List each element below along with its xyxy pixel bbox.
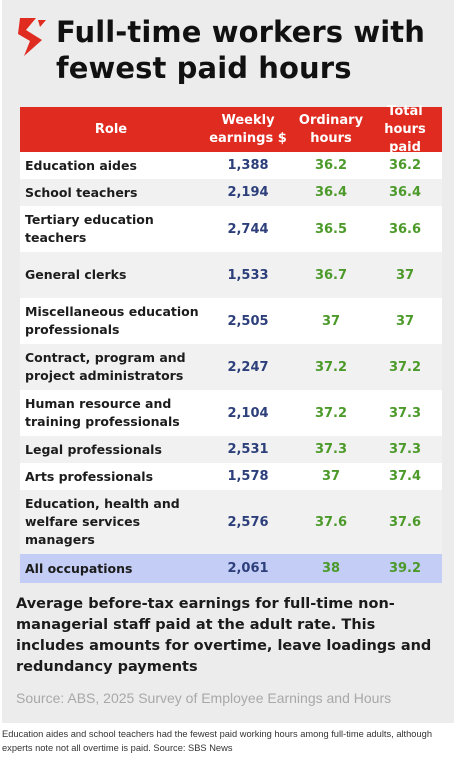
sbs-logo-icon <box>18 18 46 56</box>
total-hours-cell: 37.4 <box>388 469 422 484</box>
role-cell: General clerks <box>25 267 127 282</box>
total-hours-cell: 37 <box>395 267 415 283</box>
table-row: Legal professionals 2,531 37.3 37.3 <box>20 436 442 463</box>
infographic-card: Full-time workers with fewest paid hours… <box>2 0 454 723</box>
table-row: Education aides 1,388 36.2 36.2 <box>20 152 442 179</box>
earnings-cell: 2,531 <box>227 442 269 457</box>
table-row: Miscellaneous education professionals 2,5… <box>20 298 442 344</box>
table-row: Contract, program and project administra… <box>20 344 442 390</box>
role-cell: Miscellaneous education professionals <box>25 304 199 337</box>
table-body: Education aides 1,388 36.2 36.2 School teach… <box>20 152 442 583</box>
table-row: General clerks 1,533 36.7 37 <box>20 252 442 298</box>
role-cell: Education aides <box>25 157 137 173</box>
table-row: School teachers 2,194 36.4 36.4 <box>20 179 442 206</box>
role-cell: Arts professionals <box>25 468 154 484</box>
table-row: Tertiary education teachers 2,744 36.5 36.6 <box>20 206 442 252</box>
ordinary-hours-cell: 38 <box>321 561 341 576</box>
earnings-cell: 2,247 <box>227 359 269 375</box>
total-hours-cell: 36.4 <box>388 185 422 200</box>
table-header: Role Weekly earnings $ Ordinary hours To… <box>20 104 442 155</box>
data-table: Role Weekly earnings $ Ordinary hours To… <box>20 104 442 583</box>
role-cell: Tertiary education teachers <box>25 212 154 245</box>
table-row: Human resource and training professional… <box>20 390 442 436</box>
ordinary-hours-cell: 37.3 <box>314 442 348 457</box>
earnings-cell: 2,744 <box>227 221 269 237</box>
role-cell: Legal professionals <box>25 441 162 457</box>
column-header-total-hours: Total hours paid <box>384 103 426 155</box>
total-hours-cell: 36.2 <box>388 158 422 173</box>
earnings-cell: 1,578 <box>227 469 269 484</box>
total-hours-cell: 37.6 <box>388 514 422 530</box>
table-row-total: All occupations 2,061 38 39.2 <box>20 554 442 583</box>
ordinary-hours-cell: 37.2 <box>314 405 348 421</box>
column-header-role: Role <box>94 121 128 137</box>
column-header-ordinary-hours: Ordinary hours <box>298 112 364 146</box>
role-cell: Contract, program and project administra… <box>25 350 186 383</box>
role-cell: All occupations <box>25 560 133 576</box>
role-cell: Education, health and welfare services m… <box>25 496 180 547</box>
role-cell: School teachers <box>25 184 138 200</box>
ordinary-hours-cell: 37.2 <box>314 359 348 375</box>
ordinary-hours-cell: 36.4 <box>314 185 348 200</box>
earnings-cell: 2,576 <box>227 514 269 530</box>
image-caption: Education aides and school teachers had … <box>2 729 432 753</box>
earnings-cell: 2,104 <box>227 405 269 421</box>
role-cell: Human resource and training professional… <box>25 396 180 429</box>
table-row: Arts professionals 1,578 37 37.4 <box>20 463 442 490</box>
chart-title: Full-time workers with fewest paid hours <box>56 15 426 85</box>
source-line: Source: ABS, 2025 Survey of Employee Ear… <box>16 690 392 706</box>
total-hours-cell: 37.2 <box>388 359 422 375</box>
earnings-cell: 2,061 <box>227 561 269 576</box>
earnings-cell: 1,388 <box>227 158 269 173</box>
ordinary-hours-cell: 36.7 <box>314 267 348 283</box>
ordinary-hours-cell: 37 <box>321 469 341 484</box>
footnote: Average before-tax earnings for full-tim… <box>16 596 432 675</box>
ordinary-hours-cell: 37.6 <box>314 514 348 530</box>
total-hours-cell: 39.2 <box>388 561 422 576</box>
table-row: Education, health and welfare services m… <box>20 490 442 554</box>
total-hours-cell: 37.3 <box>388 405 422 421</box>
earnings-cell: 1,533 <box>227 267 269 283</box>
total-hours-cell: 37.3 <box>388 442 422 457</box>
earnings-cell: 2,194 <box>227 185 269 200</box>
ordinary-hours-cell: 36.5 <box>314 221 348 237</box>
total-hours-cell: 37 <box>395 313 415 329</box>
ordinary-hours-cell: 37 <box>321 313 341 329</box>
earnings-cell: 2,505 <box>227 313 269 329</box>
ordinary-hours-cell: 36.2 <box>314 158 348 173</box>
total-hours-cell: 36.6 <box>388 221 422 237</box>
column-header-earnings: Weekly earnings $ <box>209 112 287 146</box>
